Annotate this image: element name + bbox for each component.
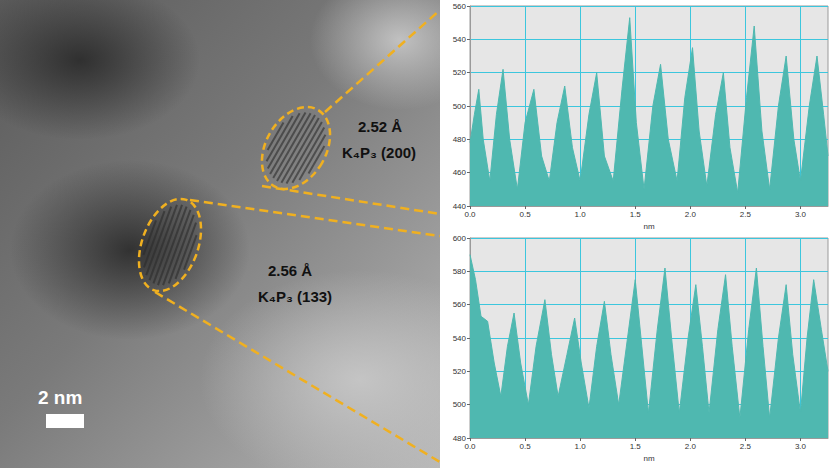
svg-text:520: 520 bbox=[453, 68, 467, 77]
svg-text:0.5: 0.5 bbox=[520, 210, 532, 219]
svg-text:2.5: 2.5 bbox=[740, 442, 752, 451]
svg-text:K₄P₃ (133): K₄P₃ (133) bbox=[258, 288, 332, 305]
svg-text:480: 480 bbox=[452, 433, 466, 443]
svg-text:1.5: 1.5 bbox=[630, 442, 642, 451]
svg-text:2 nm: 2 nm bbox=[38, 387, 82, 408]
svg-text:460: 460 bbox=[453, 168, 467, 177]
svg-text:2.0: 2.0 bbox=[685, 442, 697, 451]
svg-text:2.56 Å: 2.56 Å bbox=[268, 262, 312, 279]
svg-text:560: 560 bbox=[453, 2, 467, 11]
svg-text:440: 440 bbox=[452, 201, 466, 211]
svg-text:2.52 Å: 2.52 Å bbox=[358, 118, 402, 135]
svg-text:1.5: 1.5 bbox=[630, 210, 642, 219]
svg-text:500: 500 bbox=[453, 400, 467, 409]
svg-text:2.5: 2.5 bbox=[740, 210, 752, 219]
svg-text:560: 560 bbox=[453, 300, 467, 309]
svg-text:3.0: 3.0 bbox=[795, 442, 807, 451]
svg-text:nm: nm bbox=[643, 454, 654, 463]
svg-text:1.0: 1.0 bbox=[575, 210, 587, 219]
svg-text:520: 520 bbox=[453, 367, 467, 376]
svg-text:500: 500 bbox=[453, 102, 467, 111]
svg-text:K₄P₃ (200): K₄P₃ (200) bbox=[342, 144, 416, 161]
svg-text:540: 540 bbox=[453, 35, 467, 44]
svg-text:nm: nm bbox=[643, 222, 654, 231]
svg-text:2.0: 2.0 bbox=[685, 210, 697, 219]
svg-text:0.5: 0.5 bbox=[520, 442, 532, 451]
svg-text:540: 540 bbox=[453, 334, 467, 343]
svg-text:600: 600 bbox=[453, 234, 467, 243]
svg-text:580: 580 bbox=[453, 267, 467, 276]
svg-text:1.0: 1.0 bbox=[575, 442, 587, 451]
svg-text:0.0: 0.0 bbox=[464, 442, 476, 451]
svg-text:0.0: 0.0 bbox=[464, 210, 476, 219]
svg-text:3.0: 3.0 bbox=[795, 210, 807, 219]
svg-text:480: 480 bbox=[453, 135, 467, 144]
